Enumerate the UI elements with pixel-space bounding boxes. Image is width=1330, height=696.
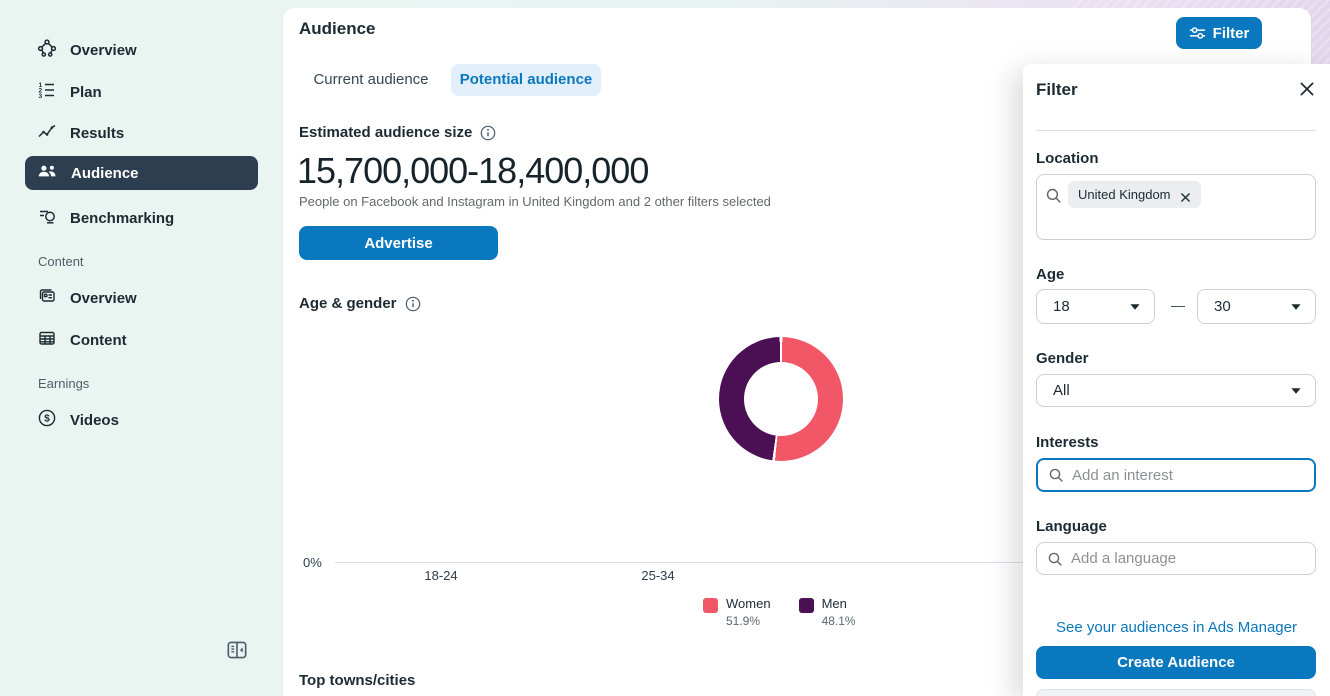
sidebar-item-videos[interactable]: $ Videos <box>25 403 258 437</box>
partial-bottom-button[interactable] <box>1036 689 1316 696</box>
interests-input-wrap <box>1036 458 1316 492</box>
legend-label: Women <box>726 596 771 611</box>
gender-donut-chart <box>719 337 843 461</box>
y-axis-tick: 0% <box>303 555 322 570</box>
sidebar-item-content[interactable]: Content <box>25 323 258 357</box>
donut-hole <box>744 362 818 436</box>
filter-button[interactable]: Filter <box>1176 17 1262 49</box>
location-label: Location <box>1036 150 1099 167</box>
ads-manager-link[interactable]: See your audiences in Ads Manager <box>1056 619 1297 636</box>
location-search-box[interactable]: United Kingdom <box>1036 174 1316 240</box>
gender-value: All <box>1053 382 1070 399</box>
legend-swatch-women <box>703 598 718 613</box>
search-icon <box>1045 181 1062 204</box>
legend-value: 51.9% <box>726 614 761 628</box>
gender-dropdown[interactable]: All <box>1036 374 1316 407</box>
location-chip-united-kingdom[interactable]: United Kingdom <box>1068 181 1201 208</box>
svg-text:3: 3 <box>39 93 43 100</box>
filter-panel-title: Filter <box>1036 80 1078 99</box>
audience-size-value: 15,700,000-18,400,000 <box>297 150 649 191</box>
age-label: Age <box>1036 266 1065 283</box>
advertise-button[interactable]: Advertise <box>299 226 498 260</box>
language-label: Language <box>1036 518 1107 535</box>
people-icon <box>37 164 58 183</box>
trend-chart-icon <box>37 121 57 145</box>
network-icon <box>37 38 57 62</box>
audience-size-description: People on Facebook and Instagram in Unit… <box>299 194 771 209</box>
x-category-25-34: 25-34 <box>641 568 675 583</box>
chevron-down-icon <box>1129 303 1141 311</box>
page-title: Audience <box>299 19 376 38</box>
sidebar-section-earnings: Earnings <box>38 376 90 391</box>
legend-entry-men: Men 48.1% <box>798 596 856 628</box>
interests-label: Interests <box>1036 434 1099 451</box>
sliders-icon <box>1189 26 1206 40</box>
legend-entry-women: Women 51.9% <box>703 596 771 628</box>
svg-text:1: 1 <box>39 82 43 89</box>
sidebar-section-content: Content <box>38 254 84 269</box>
chip-label: United Kingdom <box>1078 187 1171 202</box>
sidebar-item-label: Videos <box>70 411 119 429</box>
sidebar-item-label: Audience <box>71 164 139 182</box>
info-icon[interactable] <box>405 296 421 312</box>
sidebar-item-benchmarking[interactable]: Benchmarking <box>25 201 258 235</box>
age-min-dropdown[interactable]: 18 <box>1036 289 1155 324</box>
search-icon <box>1047 551 1063 567</box>
filter-panel: Filter Location United Kingdom Age 18 — … <box>1023 64 1330 696</box>
filter-button-label: Filter <box>1212 24 1250 42</box>
sidebar-collapse-icon[interactable] <box>224 637 250 663</box>
table-icon <box>37 328 57 352</box>
info-icon[interactable] <box>480 125 496 141</box>
tab-potential-audience[interactable]: Potential audience <box>451 64 601 96</box>
chart-legend: Women 51.9% Men 48.1% <box>703 596 856 628</box>
age-min-value: 18 <box>1053 298 1070 315</box>
x-axis-line <box>335 562 1311 563</box>
interests-input[interactable] <box>1072 466 1304 484</box>
legend-swatch-men <box>798 598 814 613</box>
x-category-18-24: 18-24 <box>424 568 458 583</box>
create-audience-button[interactable]: Create Audience <box>1036 646 1316 679</box>
benchmark-search-icon <box>37 206 57 230</box>
svg-text:2: 2 <box>39 87 43 94</box>
legend-label: Men <box>821 596 847 611</box>
sidebar-item-results[interactable]: Results <box>25 116 258 150</box>
sidebar-item-content-overview[interactable]: Overview <box>25 281 258 315</box>
chip-remove-icon[interactable] <box>1180 186 1191 203</box>
sidebar-item-label: Overview <box>70 289 137 307</box>
age-max-dropdown[interactable]: 30 <box>1197 289 1316 324</box>
sidebar-item-label: Content <box>70 331 127 349</box>
tab-current-audience[interactable]: Current audience <box>313 71 429 88</box>
chevron-down-icon <box>1290 303 1302 311</box>
sidebar-item-label: Plan <box>70 83 102 101</box>
language-input-wrap <box>1036 542 1316 575</box>
age-range-separator: — <box>1171 297 1185 313</box>
gender-label: Gender <box>1036 350 1089 367</box>
top-towns-title: Top towns/cities <box>299 672 416 689</box>
divider <box>1036 130 1316 131</box>
age-gender-title: Age & gender <box>299 295 397 312</box>
legend-value: 48.1% <box>821 614 856 628</box>
language-input[interactable] <box>1071 550 1305 567</box>
estimated-audience-size-label: Estimated audience size <box>299 124 473 141</box>
sidebar-item-label: Results <box>70 124 125 142</box>
chevron-down-icon <box>1290 387 1302 395</box>
search-icon <box>1048 467 1064 483</box>
sidebar-item-audience[interactable]: Audience <box>25 156 258 190</box>
sidebar-item-label: Overview <box>70 41 137 59</box>
sidebar-item-label: Benchmarking <box>70 209 175 227</box>
dollar-circle-icon: $ <box>37 408 57 432</box>
sidebar-item-overview[interactable]: Overview <box>25 33 258 67</box>
close-icon[interactable] <box>1298 80 1316 98</box>
svg-text:$: $ <box>44 413 50 424</box>
age-max-value: 30 <box>1214 298 1231 315</box>
cards-icon <box>37 286 57 310</box>
